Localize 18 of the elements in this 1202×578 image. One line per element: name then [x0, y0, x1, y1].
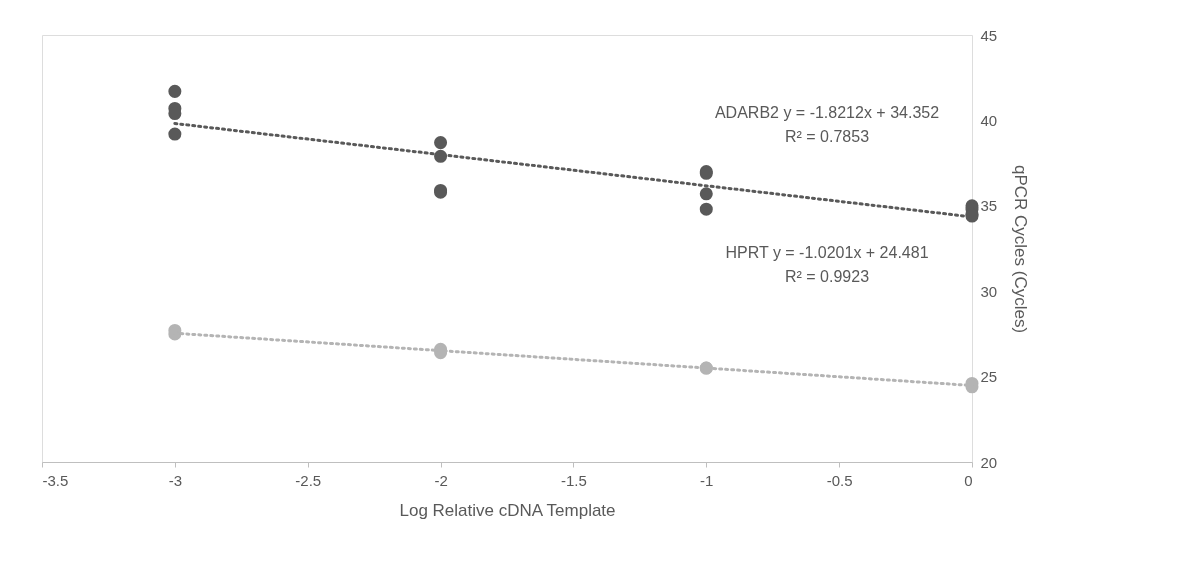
annotation: HPRT y = -1.0201x + 24.481 R² = 0.9923: [725, 244, 929, 285]
y-tick-label: 40: [980, 111, 998, 129]
annotation: ADARB2 y = -1.8212x + 34.352 R² = 0.7853: [714, 104, 940, 145]
x-tick-label: 0: [964, 471, 973, 489]
x-tick-label: -1: [700, 471, 714, 489]
x-tick-label: -2.5: [295, 471, 322, 489]
y-tick-label: 20: [980, 453, 998, 471]
x-tick-label: -0.5: [826, 471, 853, 489]
y-tick-label: 25: [980, 368, 998, 386]
y-tick-label: 35: [980, 197, 998, 215]
x-axis-title: Log Relative cDNA Template: [399, 500, 616, 520]
y-tick-label: 30: [980, 282, 998, 300]
x-tick-label: -2: [434, 471, 448, 489]
y-axis-title: qPCR Cycles (Cycles): [1011, 164, 1031, 334]
x-tick-label: -3: [168, 471, 183, 489]
y-tick-label: 45: [980, 26, 998, 44]
x-tick-label: -1.5: [561, 471, 587, 489]
x-tick-label: -3.5: [42, 471, 69, 489]
